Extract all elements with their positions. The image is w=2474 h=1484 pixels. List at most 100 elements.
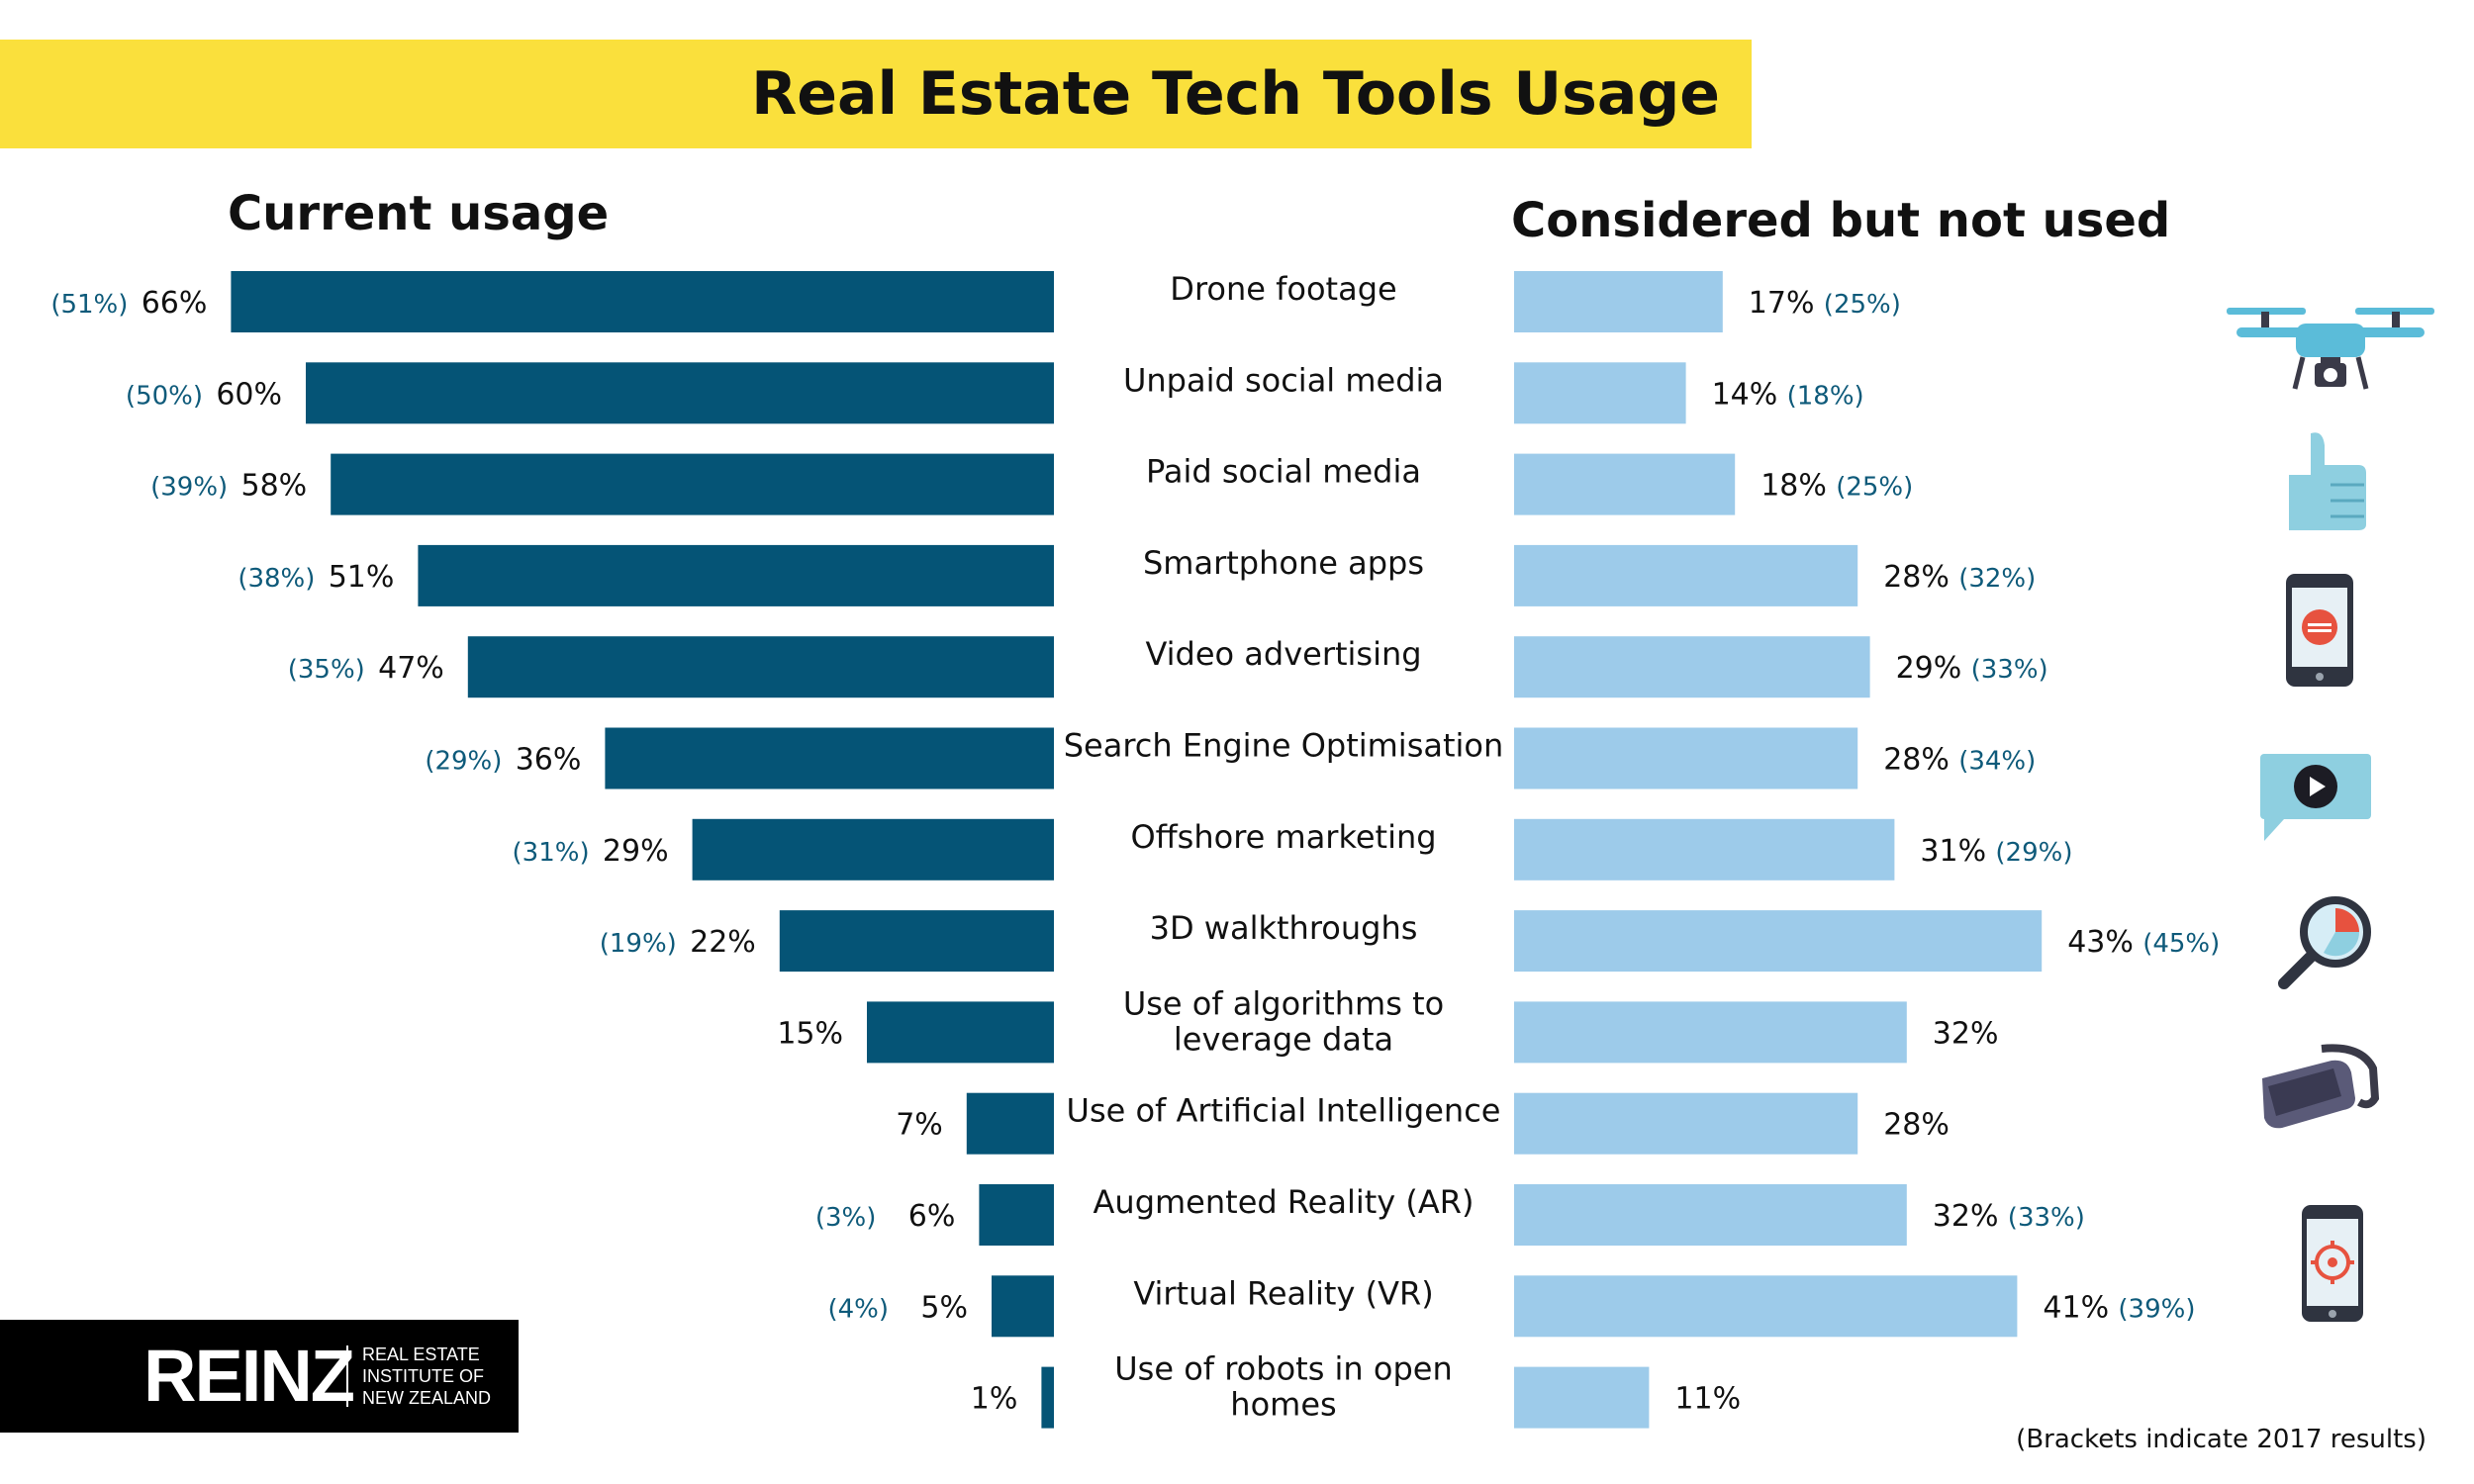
considered-bar bbox=[1514, 362, 1686, 424]
current-usage-value-label: 5% bbox=[920, 1290, 968, 1325]
title-banner: Real Estate Tech Tools Usage bbox=[0, 40, 1752, 148]
current-usage-bar bbox=[331, 453, 1054, 515]
considered-bar bbox=[1514, 910, 2043, 973]
current-usage-value-label: 58% bbox=[241, 469, 308, 504]
logo-line-3: NEW ZEALAND bbox=[362, 1388, 492, 1408]
current-usage-bar bbox=[467, 636, 1054, 698]
current-usage-value-label: 60% bbox=[216, 377, 282, 412]
considered-value-label: 41% bbox=[2043, 1290, 2109, 1325]
current-usage-bar bbox=[692, 818, 1054, 881]
phone-target-icon bbox=[2302, 1205, 2363, 1322]
current-usage-value-label: 51% bbox=[329, 560, 395, 595]
current-usage-2017-label: (50%) bbox=[126, 381, 203, 411]
considered-value-label: 28% bbox=[1883, 743, 1950, 778]
current-usage-2017-label: (3%) bbox=[815, 1203, 877, 1233]
current-usage-value-label: 7% bbox=[896, 1108, 943, 1143]
current-usage-bar bbox=[779, 910, 1054, 973]
considered-bar bbox=[1514, 1366, 1650, 1429]
vr-headset-icon bbox=[2262, 1044, 2380, 1129]
current-usage-2017-label: (29%) bbox=[425, 747, 502, 777]
magnifier-chart-icon bbox=[2278, 896, 2371, 989]
considered-2017-label: (25%) bbox=[1836, 473, 1913, 503]
drone-icon bbox=[2227, 308, 2434, 390]
logo-line-1: REAL ESTATE bbox=[362, 1345, 480, 1364]
smartphone-app-icon bbox=[2286, 574, 2353, 687]
category-label: Use of robots in open homes bbox=[1114, 1350, 1452, 1424]
considered-2017-label: (33%) bbox=[1971, 655, 2048, 685]
considered-bar bbox=[1514, 818, 1895, 881]
considered-value-label: 14% bbox=[1712, 377, 1778, 412]
considered-2017-label: (45%) bbox=[2142, 929, 2220, 959]
thumbs-up-icon bbox=[2289, 432, 2366, 530]
current-usage-2017-label: (31%) bbox=[513, 838, 590, 868]
considered-value-label: 11% bbox=[1674, 1382, 1741, 1417]
considered-2017-label: (34%) bbox=[1958, 747, 2036, 777]
category-label-line: Use of algorithms to bbox=[1123, 984, 1444, 1022]
current-usage-value-label: 22% bbox=[690, 925, 756, 960]
considered-bar bbox=[1514, 727, 1858, 789]
current-usage-bar bbox=[231, 271, 1054, 332]
considered-2017-label: (33%) bbox=[2008, 1203, 2085, 1233]
current-usage-value-label: 15% bbox=[777, 1016, 843, 1051]
considered-value-label: 17% bbox=[1749, 286, 1815, 321]
considered-value-label: 18% bbox=[1760, 469, 1827, 504]
category-label: Use of algorithms to leverage data bbox=[1123, 984, 1444, 1058]
current-usage-bar bbox=[966, 1092, 1054, 1155]
considered-2017-label: (18%) bbox=[1787, 381, 1864, 411]
right-heading: Considered but not used bbox=[1511, 193, 2171, 248]
category-label: Smartphone apps bbox=[1143, 544, 1424, 582]
current-usage-value-label: 29% bbox=[603, 834, 669, 869]
chart-title: Real Estate Tech Tools Usage bbox=[751, 59, 1720, 129]
considered-bar bbox=[1514, 271, 1723, 332]
video-chat-icon bbox=[2260, 754, 2371, 841]
current-usage-2017-label: (39%) bbox=[150, 473, 228, 503]
current-usage-bar bbox=[979, 1184, 1054, 1246]
considered-2017-label: (32%) bbox=[1958, 564, 2036, 594]
current-usage-bar bbox=[605, 727, 1054, 789]
considered-value-label: 32% bbox=[1933, 1016, 1999, 1051]
considered-bar bbox=[1514, 453, 1736, 515]
logo-line-2: INSTITUTE OF bbox=[362, 1366, 484, 1386]
current-usage-value-label: 1% bbox=[971, 1382, 1018, 1417]
considered-2017-label: (39%) bbox=[2118, 1294, 2195, 1324]
current-usage-value-label: 36% bbox=[516, 743, 582, 778]
category-label: Drone footage bbox=[1170, 270, 1396, 308]
category-label: Video advertising bbox=[1145, 635, 1421, 673]
category-label-line: homes bbox=[1230, 1386, 1336, 1424]
considered-value-label: 31% bbox=[1920, 834, 1986, 869]
category-label: Search Engine Optimisation bbox=[1064, 727, 1504, 765]
considered-bar bbox=[1514, 1001, 1907, 1064]
category-label: Use of Artificial Intelligence bbox=[1067, 1092, 1501, 1130]
considered-2017-label: (25%) bbox=[1824, 290, 1901, 320]
left-heading: Current usage bbox=[228, 186, 610, 241]
current-usage-bar bbox=[992, 1275, 1054, 1338]
considered-value-label: 29% bbox=[1896, 651, 1962, 686]
considered-bar bbox=[1514, 1092, 1858, 1155]
category-label-line: leverage data bbox=[1174, 1020, 1393, 1058]
current-usage-bar bbox=[306, 362, 1054, 424]
current-usage-bar bbox=[418, 544, 1054, 606]
current-usage-value-label: 47% bbox=[378, 651, 444, 686]
reinz-logo: REINZ REAL ESTATE INSTITUTE OF NEW ZEALA… bbox=[0, 1320, 519, 1433]
current-usage-bar bbox=[1041, 1366, 1054, 1429]
logo-divider bbox=[346, 1345, 348, 1407]
considered-value-label: 43% bbox=[2067, 925, 2134, 960]
category-label: 3D walkthroughs bbox=[1150, 909, 1418, 947]
current-usage-2017-label: (35%) bbox=[288, 655, 365, 685]
current-usage-2017-label: (4%) bbox=[827, 1294, 889, 1324]
category-label: Unpaid social media bbox=[1123, 361, 1444, 399]
current-usage-2017-label: (38%) bbox=[238, 564, 315, 594]
category-label: Virtual Reality (VR) bbox=[1133, 1274, 1433, 1312]
current-usage-value-label: 6% bbox=[908, 1199, 956, 1234]
logo-mark: REINZ bbox=[143, 1335, 355, 1417]
current-usage-2017-label: (19%) bbox=[600, 929, 677, 959]
considered-value-label: 28% bbox=[1883, 560, 1950, 595]
considered-bar bbox=[1514, 544, 1858, 606]
footnote: (Brackets indicate 2017 results) bbox=[2016, 1425, 2426, 1454]
considered-bar bbox=[1514, 1184, 1907, 1246]
category-label-line: Use of robots in open bbox=[1114, 1350, 1452, 1388]
considered-value-label: 28% bbox=[1883, 1108, 1950, 1143]
logo-subtitle: REAL ESTATE INSTITUTE OF NEW ZEALAND bbox=[362, 1344, 511, 1409]
considered-bar bbox=[1514, 636, 1870, 698]
